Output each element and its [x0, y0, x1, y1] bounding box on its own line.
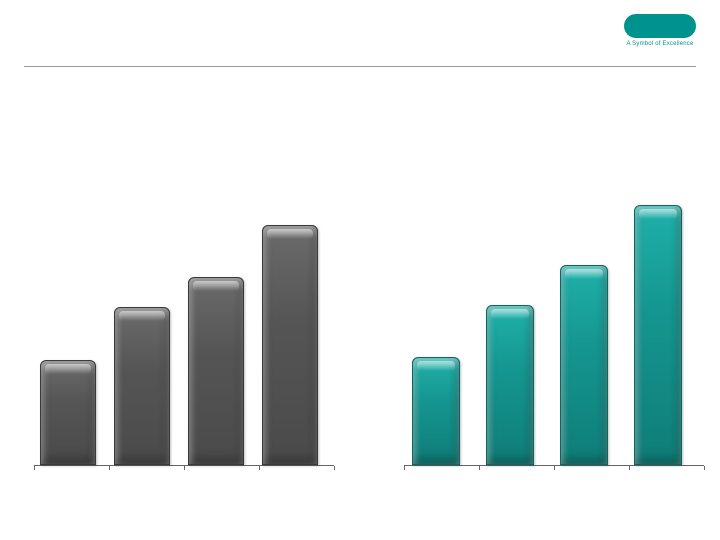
right-bar-chart — [404, 176, 704, 466]
right-chart-axis-tick — [629, 466, 630, 470]
logo-letter: O — [661, 19, 675, 33]
right-chart-axis-tick — [554, 466, 555, 470]
left-chart-x-axis — [34, 465, 334, 466]
header: ICON A Symbol of Excellence — [0, 0, 720, 66]
left-chart-axis-tick — [109, 466, 110, 470]
left-bar-chart — [34, 176, 334, 466]
right-chart-axis-tick — [479, 466, 480, 470]
logo-tagline: A Symbol of Excellence — [624, 41, 696, 47]
logo-pill: ICON — [624, 14, 696, 38]
right-chart-axis-tick — [404, 466, 405, 470]
right-chart-axis-tick — [704, 466, 705, 470]
right-chart-bar — [560, 265, 608, 465]
left-chart-bar — [114, 307, 170, 465]
left-chart-axis-tick — [334, 466, 335, 470]
left-chart-bar — [188, 277, 244, 465]
left-chart-bar — [262, 225, 318, 465]
left-chart-axis-tick — [259, 466, 260, 470]
right-chart-bar — [486, 305, 534, 465]
header-divider — [24, 66, 696, 67]
left-chart-axis-tick — [184, 466, 185, 470]
right-chart-bar — [634, 205, 682, 465]
right-chart-bar — [412, 357, 460, 465]
right-chart-x-axis — [404, 465, 704, 466]
left-chart-axis-tick — [34, 466, 35, 470]
logo-letter: I — [629, 19, 643, 33]
logo-letter: N — [677, 19, 691, 33]
brand-logo: ICON A Symbol of Excellence — [624, 14, 696, 47]
logo-letter: C — [645, 19, 659, 33]
left-chart-bar — [40, 360, 96, 465]
